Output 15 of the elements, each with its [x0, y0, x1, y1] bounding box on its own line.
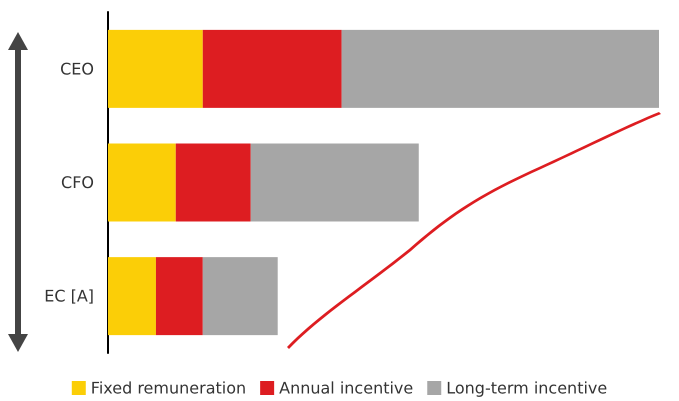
bar	[342, 30, 659, 108]
legend-label: Annual incentive	[279, 378, 414, 398]
bar	[250, 144, 419, 222]
y-tick-label: CEO	[60, 59, 94, 78]
bar	[156, 257, 203, 336]
bar	[202, 257, 278, 336]
bar	[108, 30, 203, 108]
legend-label: Long-term incentive	[446, 378, 608, 398]
legend-label: Fixed remuneration	[90, 378, 246, 398]
bar	[202, 30, 342, 108]
bar	[108, 144, 176, 222]
y-tick-label: CFO	[61, 173, 94, 192]
y-tick-label: EC [A]	[44, 286, 94, 306]
bar	[176, 144, 251, 222]
bar	[108, 257, 156, 336]
